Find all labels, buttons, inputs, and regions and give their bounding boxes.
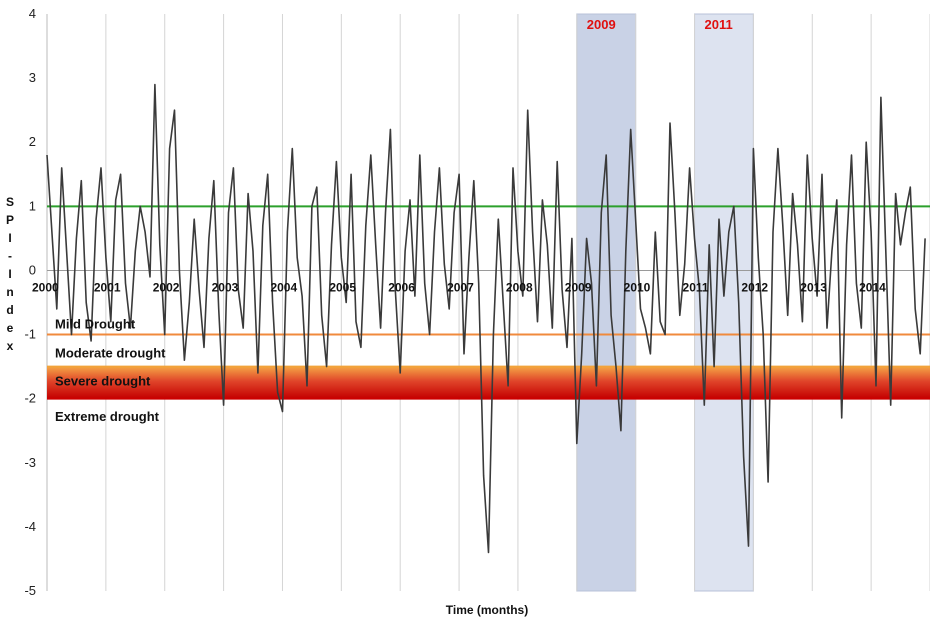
y-tick-label--5: -5 — [24, 583, 36, 598]
y-axis-title-char: e — [7, 321, 14, 335]
band-label-2: Severe drought — [55, 374, 151, 389]
y-axis-title-char: I — [8, 231, 11, 245]
y-axis-title-char: d — [6, 303, 13, 317]
year-label-2006: 2006 — [388, 280, 415, 294]
y-axis-title-char: I — [8, 267, 11, 281]
y-tick-label-3: 3 — [29, 70, 36, 85]
x-axis-title: Time (months) — [446, 603, 528, 617]
year-label-2009: 2009 — [565, 280, 592, 294]
year-label-2005: 2005 — [329, 280, 356, 294]
y-axis-title-char: - — [8, 249, 12, 263]
y-tick-label-1: 1 — [29, 198, 36, 213]
severe-drought-band — [47, 366, 930, 399]
y-axis-title-char: P — [6, 213, 14, 227]
year-label-2008: 2008 — [506, 280, 533, 294]
band-label-3: Extreme drought — [55, 409, 160, 424]
y-tick-label--2: -2 — [24, 391, 36, 406]
y-tick-label-4: 4 — [29, 6, 36, 21]
year-label-2007: 2007 — [447, 280, 474, 294]
year-label-2001: 2001 — [94, 280, 121, 294]
spi-series-line-0 — [46, 83, 926, 554]
y-tick-label--4: -4 — [24, 519, 36, 534]
y-tick-label-2: 2 — [29, 134, 36, 149]
year-label-2011: 2011 — [683, 280, 709, 294]
year-label-2014: 2014 — [859, 280, 886, 294]
year-label-2012: 2012 — [741, 280, 768, 294]
year-label-2003: 2003 — [212, 280, 239, 294]
y-tick-label--1: -1 — [24, 327, 36, 342]
year-label-2000: 2000 — [32, 280, 59, 294]
y-tick-label-0: 0 — [29, 262, 36, 277]
highlight-label-2009: 2009 — [587, 17, 616, 32]
y-tick-label--3: -3 — [24, 455, 36, 470]
y-axis-title-char: x — [7, 339, 14, 353]
year-label-2002: 2002 — [153, 280, 180, 294]
year-label-2004: 2004 — [270, 280, 297, 294]
highlight-label-2011: 2011 — [705, 17, 733, 32]
highlight-span-2009 — [576, 13, 637, 592]
y-axis-title-char: S — [6, 195, 14, 209]
year-label-2010: 2010 — [624, 280, 651, 294]
highlight-span-2011 — [694, 13, 754, 592]
band-label-1: Moderate drought — [55, 346, 166, 361]
band-label-0: Mild Drought — [55, 317, 136, 332]
y-axis-title-char: n — [6, 285, 13, 299]
year-label-2013: 2013 — [800, 280, 827, 294]
